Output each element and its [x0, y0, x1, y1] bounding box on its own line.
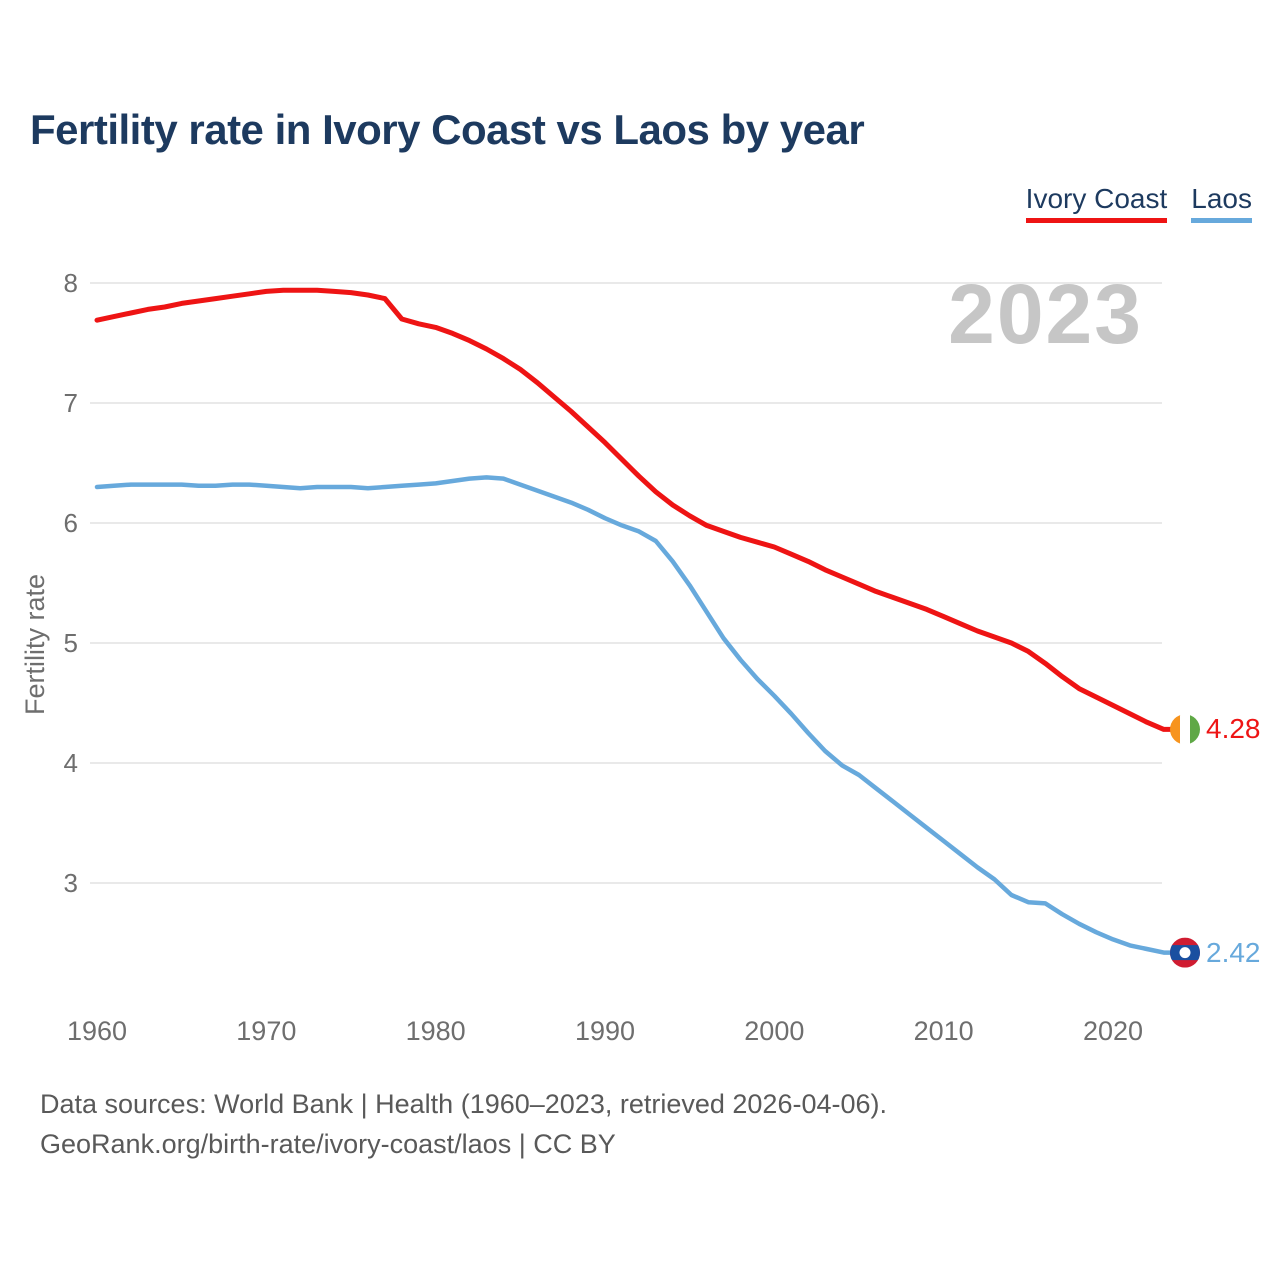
footer: Data sources: World Bank | Health (1960–…: [40, 1084, 887, 1164]
x-tick-label-1960: 1960: [67, 1016, 127, 1046]
footer-attribution-line: GeoRank.org/birth-rate/ivory-coast/laos …: [40, 1129, 616, 1159]
legend-item-ivory-coast[interactable]: Ivory Coast: [1025, 183, 1168, 223]
x-tick-label-1990: 1990: [575, 1016, 635, 1046]
legend-label-laos: Laos: [1191, 183, 1252, 214]
footer-sources-line: Data sources: World Bank | Health (1960–…: [40, 1089, 887, 1119]
legend-item-laos[interactable]: Laos: [1191, 183, 1252, 223]
x-tick-label-1980: 1980: [406, 1016, 466, 1046]
watermark-year: 2023: [948, 267, 1143, 361]
legend-label-ivory-coast: Ivory Coast: [1025, 183, 1168, 214]
y-tick-label-6: 6: [64, 508, 78, 538]
y-tick-label-5: 5: [64, 628, 78, 658]
y-tick-label-3: 3: [64, 868, 78, 898]
page-title: Fertility rate in Ivory Coast vs Laos by…: [30, 106, 865, 153]
y-tick-label-7: 7: [64, 388, 78, 418]
legend: Ivory Coast Laos: [1025, 183, 1252, 223]
end-value-label-laos: 2.42: [1206, 936, 1261, 968]
x-tick-label-1970: 1970: [236, 1016, 296, 1046]
laos-line[interactable]: [94, 475, 1176, 955]
ivory-coast-flag-icon: [1170, 714, 1200, 745]
x-tick-label-2010: 2010: [914, 1016, 974, 1046]
x-tick-label-2000: 2000: [744, 1016, 804, 1046]
ivory-coast-line[interactable]: [94, 287, 1176, 732]
x-tick-label-2020: 2020: [1083, 1016, 1143, 1046]
y-tick-label-8: 8: [64, 268, 78, 298]
y-tick-label-4: 4: [64, 748, 78, 778]
laos-flag-icon: [1170, 937, 1200, 968]
end-value-label-ivory-coast: 4.28: [1206, 713, 1261, 745]
